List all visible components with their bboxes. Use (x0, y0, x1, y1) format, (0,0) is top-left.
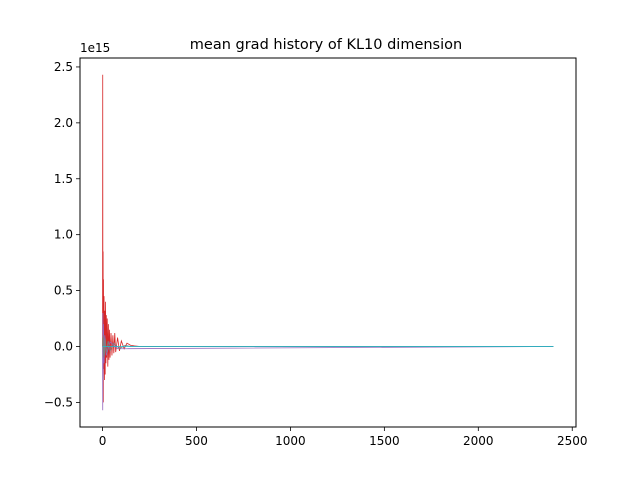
y-tick-label: 0.5 (54, 284, 73, 298)
plot-frame (79, 57, 577, 428)
y-tick-label: 1.5 (54, 172, 73, 186)
y-tick-label: 1.0 (54, 228, 73, 242)
y-tick-label: 2.5 (54, 60, 73, 74)
series-line-2 (102, 335, 554, 358)
y-tick-label: 0.0 (54, 339, 73, 353)
x-tick-label: 1000 (275, 434, 306, 448)
y-axis: −0.5 0.0 0.5 1.0 1.5 2.0 2.5 (44, 60, 80, 409)
x-tick-label: 2000 (463, 434, 494, 448)
x-axis: 0 500 1000 1500 2000 2500 (99, 427, 588, 448)
chart-title: mean grad history of KL10 dimension (190, 37, 462, 53)
y-offset-label: 1e15 (80, 41, 110, 55)
x-tick-label: 2500 (557, 434, 588, 448)
x-tick-label: 1500 (369, 434, 400, 448)
x-tick-label: 0 (99, 434, 107, 448)
y-tick-label: 2.0 (54, 116, 73, 130)
series-layer (102, 74, 554, 411)
x-tick-label: 500 (185, 434, 208, 448)
y-tick-label: −0.5 (44, 395, 73, 409)
